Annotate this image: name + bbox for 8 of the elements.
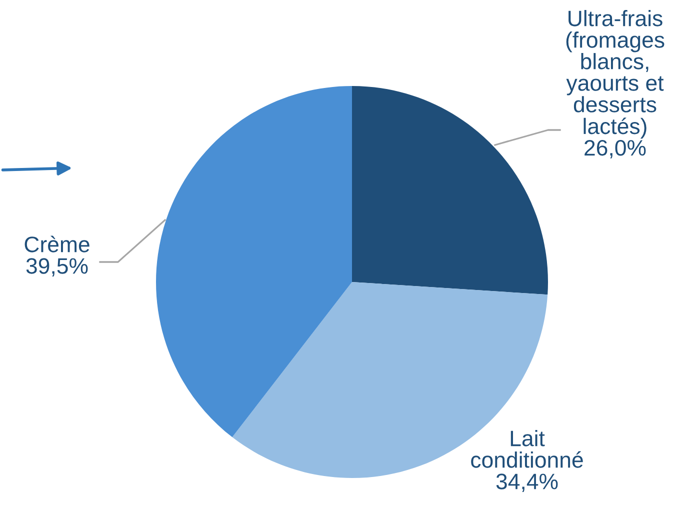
- slice-label: Ultra-frais (fromages blancs, yaourts et desserts lactés): [566, 10, 664, 139]
- data-label: 34,4%: [496, 474, 558, 492]
- data-label: 26,0%: [584, 140, 646, 158]
- data-label: 39,5%: [26, 258, 88, 276]
- slice-label: Crème: [24, 236, 90, 252]
- pie-slice: [156, 86, 352, 438]
- slice-label: Lait conditionné: [471, 430, 583, 468]
- pie-slice: [352, 86, 548, 295]
